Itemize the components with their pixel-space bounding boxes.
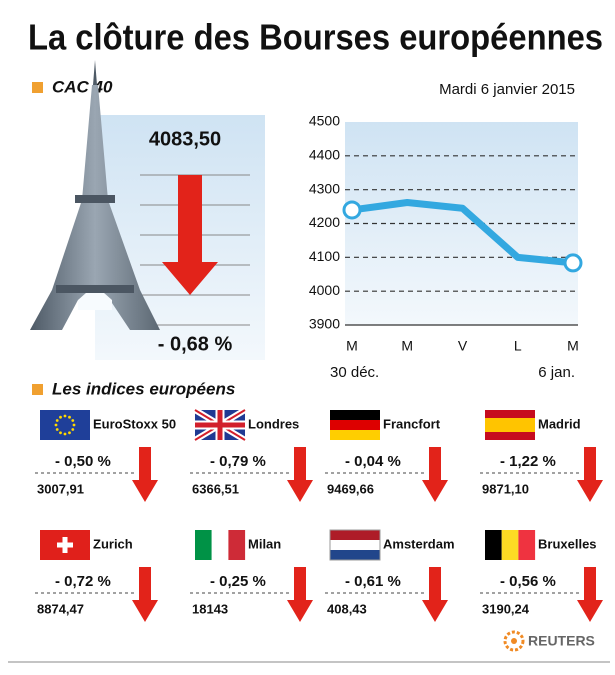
y-tick-label: 4500 <box>309 113 340 129</box>
index-value: 3007,91 <box>37 481 84 496</box>
source: REUTERS <box>528 633 595 649</box>
down-arrow <box>132 447 158 502</box>
y-tick-label: 4300 <box>309 180 340 196</box>
flag <box>330 420 380 430</box>
flag <box>57 537 73 553</box>
index-tile: Londres - 0,79 % 6366,51 <box>190 407 313 502</box>
index-value: 3190,24 <box>482 601 530 616</box>
flag <box>485 530 502 560</box>
flag <box>228 530 246 560</box>
index-name: EuroStoxx 50 <box>93 416 176 431</box>
cac-label: CAC 40 <box>52 77 113 96</box>
flag <box>40 410 90 440</box>
x-date-label: 6 jan. <box>538 364 575 381</box>
eiffel-tower <box>30 60 160 330</box>
down-arrow <box>422 447 448 502</box>
x-tick-label: M <box>567 338 579 354</box>
flag <box>54 423 58 427</box>
flag <box>63 432 67 436</box>
flag <box>195 410 245 440</box>
line <box>351 199 574 267</box>
index-change: - 0,50 % <box>55 453 111 470</box>
indices-title: Les indices européens <box>52 379 235 398</box>
index-value: 9469,66 <box>327 481 374 496</box>
index-change: - 1,22 % <box>500 453 556 470</box>
flag <box>330 550 380 560</box>
index-name: Francfort <box>383 416 441 431</box>
down-arrow <box>287 567 313 622</box>
index-change: - 0,56 % <box>500 573 556 590</box>
index-value: 8874,47 <box>37 601 84 616</box>
cac-change: - 0,68 % <box>158 333 233 355</box>
x-date-label: 30 déc. <box>330 364 379 381</box>
index-value: 6366,51 <box>192 481 239 496</box>
y-tick-label: 3900 <box>309 316 340 332</box>
y-tick-label: 4200 <box>309 214 340 230</box>
flag <box>63 414 67 418</box>
index-tile: Madrid - 1,22 % 9871,10 <box>480 410 603 502</box>
index-tile: Francfort - 0,04 % 9469,66 <box>325 410 448 502</box>
end-marker <box>342 200 362 220</box>
index-name: Bruxelles <box>538 536 597 551</box>
bullet <box>32 384 43 395</box>
flag <box>195 530 212 560</box>
index-tile: Milan - 0,25 % 18143 <box>190 530 313 622</box>
x-tick-label: M <box>401 338 413 354</box>
flag <box>68 431 71 435</box>
down-arrow <box>577 567 603 622</box>
index-change: - 0,04 % <box>345 453 401 470</box>
down-arrow <box>577 447 603 502</box>
index-name: Zurich <box>93 536 133 551</box>
flag <box>330 540 380 550</box>
index-change: - 0,61 % <box>345 573 401 590</box>
index-tile: Amsterdam - 0,61 % 408,43 <box>325 529 455 622</box>
title: La clôture des Bourses européennes <box>28 17 603 58</box>
flag <box>55 428 59 431</box>
index-change: - 0,79 % <box>210 453 266 470</box>
flag <box>501 530 519 560</box>
chart-subtitle: Mardi 6 janvier 2015 <box>439 81 575 98</box>
reuters-logo <box>503 630 525 652</box>
flag <box>55 419 59 422</box>
index-change: - 0,25 % <box>210 573 266 590</box>
flag <box>485 418 535 432</box>
index-tile: Zurich - 0,72 % 8874,47 <box>35 530 158 622</box>
index-tile: Bruxelles - 0,56 % 3190,24 <box>480 530 603 622</box>
bullet <box>32 82 43 93</box>
down-arrow <box>422 567 448 622</box>
index-change: - 0,72 % <box>55 573 111 590</box>
y-tick-label: 4400 <box>309 147 340 163</box>
flag <box>211 530 229 560</box>
flag <box>59 415 62 419</box>
down-arrow <box>287 447 313 502</box>
x-tick-label: V <box>458 338 468 354</box>
flag <box>330 410 380 420</box>
flag <box>72 423 76 427</box>
flag <box>330 530 380 540</box>
flag <box>71 419 75 422</box>
index-tile: EuroStoxx 50 - 0,50 % 3007,91 <box>35 410 176 502</box>
flag <box>329 529 381 561</box>
index-name: Londres <box>248 416 299 431</box>
y-tick-label: 4100 <box>309 248 340 264</box>
flag <box>330 430 380 440</box>
x-tick-label: M <box>346 338 358 354</box>
x-tick-label: L <box>514 338 522 354</box>
index-name: Milan <box>248 536 281 551</box>
flag <box>71 428 75 431</box>
index-name: Amsterdam <box>383 536 455 551</box>
index-value: 18143 <box>192 601 228 616</box>
end-marker <box>563 253 583 273</box>
index-value: 9871,10 <box>482 481 529 496</box>
flag <box>518 530 536 560</box>
cac-value: 4083,50 <box>149 128 221 150</box>
index-value: 408,43 <box>327 601 367 616</box>
index-name: Madrid <box>538 416 581 431</box>
y-tick-label: 4000 <box>309 282 340 298</box>
flag <box>68 415 71 419</box>
flag <box>59 431 62 435</box>
down-arrow <box>162 175 218 295</box>
down-arrow <box>132 567 158 622</box>
